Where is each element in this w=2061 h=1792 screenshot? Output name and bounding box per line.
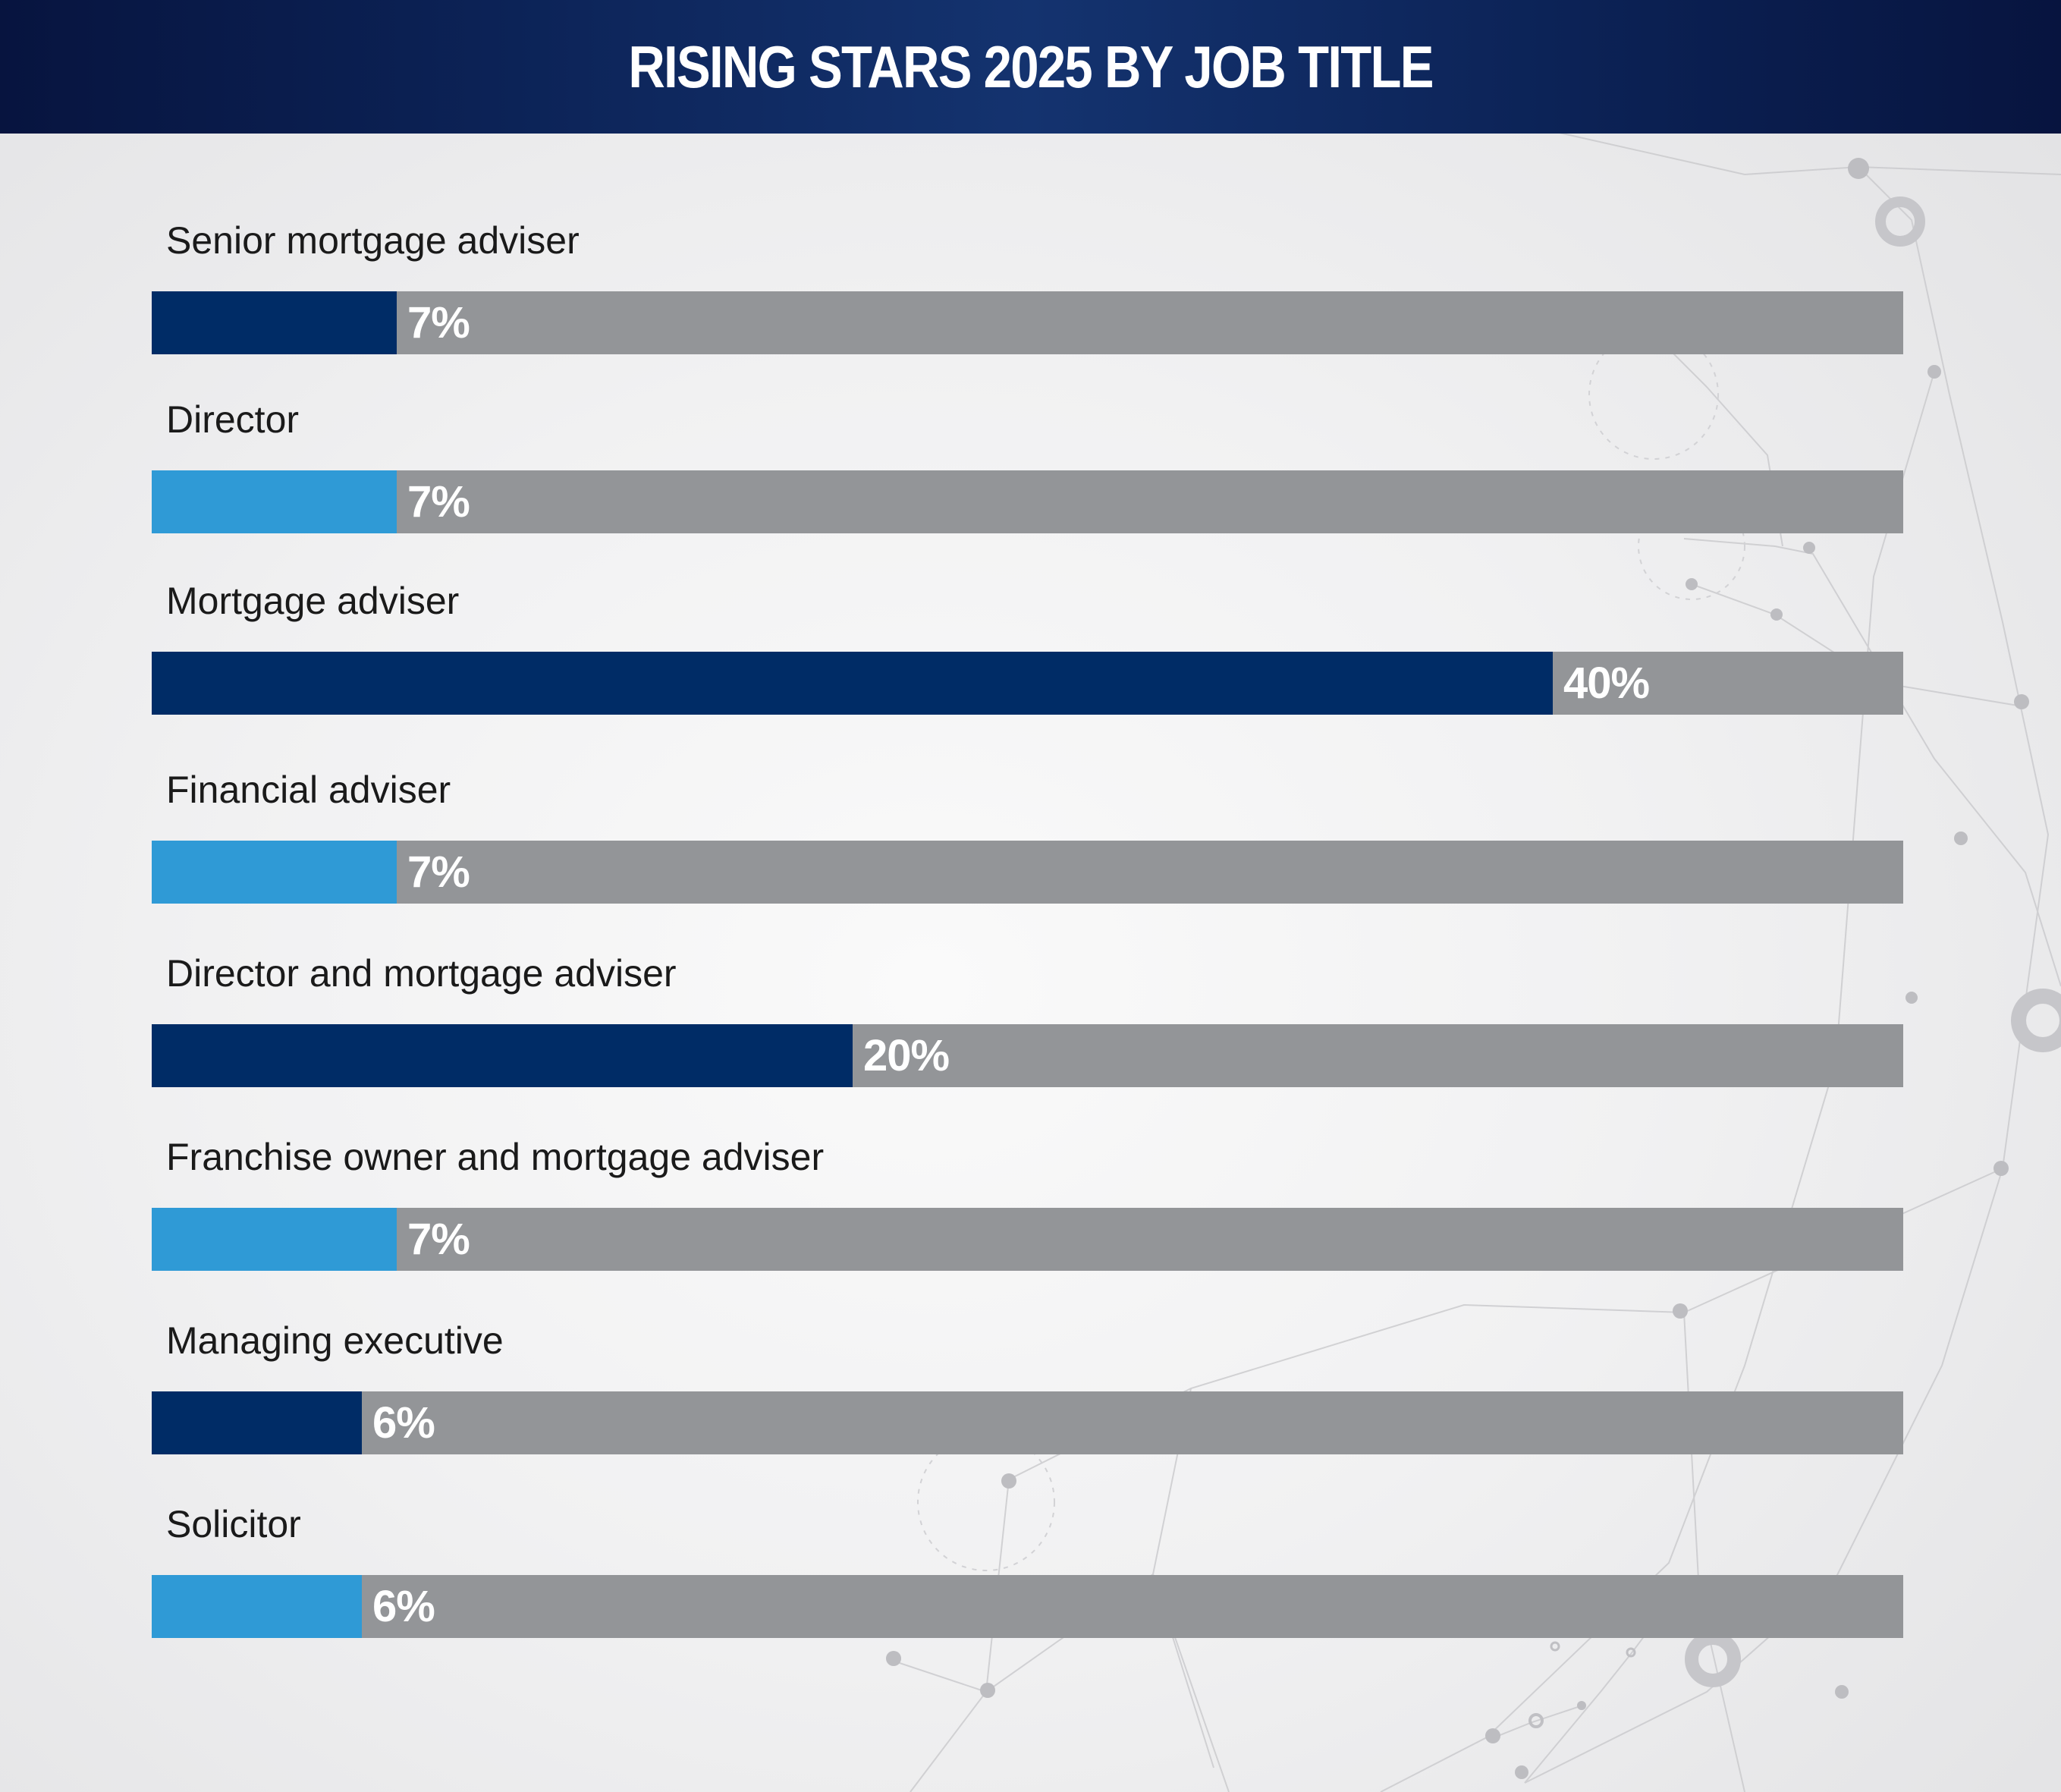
bar bbox=[152, 1391, 362, 1454]
bar bbox=[152, 1208, 397, 1271]
value-label: 20% bbox=[863, 1031, 950, 1080]
bar-track: 40% bbox=[152, 652, 1903, 715]
value-label: 7% bbox=[407, 1215, 470, 1264]
bar bbox=[152, 291, 397, 354]
bar bbox=[152, 1575, 362, 1638]
category-label: Solicitor bbox=[166, 1503, 301, 1545]
category-label: Director bbox=[166, 398, 300, 441]
value-label: 7% bbox=[407, 298, 470, 347]
bar bbox=[152, 1024, 853, 1087]
value-label: 40% bbox=[1563, 659, 1650, 708]
bar bbox=[152, 841, 397, 904]
bar-track: 6% bbox=[152, 1391, 1903, 1454]
category-label: Franchise owner and mortgage adviser bbox=[166, 1136, 825, 1178]
header-banner: RISING STARS 2025 BY JOB TITLE bbox=[0, 0, 2061, 134]
value-label: 7% bbox=[407, 477, 470, 527]
bar-track: 7% bbox=[152, 1208, 1903, 1271]
category-label: Financial adviser bbox=[166, 769, 451, 811]
bar-track: 20% bbox=[152, 1024, 1903, 1087]
bar-track: 7% bbox=[152, 470, 1903, 533]
value-label: 6% bbox=[372, 1398, 435, 1448]
bar-track: 7% bbox=[152, 841, 1903, 904]
value-label: 7% bbox=[407, 847, 470, 897]
bar-chart: Senior mortgage adviser 7% Director 7% Mortg… bbox=[0, 134, 2061, 1792]
category-label: Senior mortgage adviser bbox=[166, 219, 580, 262]
bar-track: 6% bbox=[152, 1575, 1903, 1638]
value-label: 6% bbox=[372, 1582, 435, 1631]
bar bbox=[152, 470, 397, 533]
category-label: Director and mortgage adviser bbox=[166, 952, 677, 995]
category-label: Managing executive bbox=[166, 1319, 504, 1362]
bar bbox=[152, 652, 1553, 715]
bar-track: 7% bbox=[152, 291, 1903, 354]
category-label: Mortgage adviser bbox=[166, 580, 460, 622]
chart-title: RISING STARS 2025 BY JOB TITLE bbox=[628, 33, 1434, 100]
